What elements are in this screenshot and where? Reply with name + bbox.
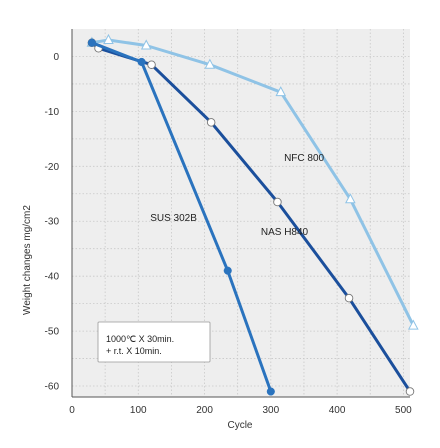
x-tick-label: 100 — [130, 405, 147, 416]
y-axis-label: Weight changes mg/cm2 — [22, 205, 33, 315]
y-tick-label: -60 — [45, 382, 60, 393]
data-point-sus-302b — [266, 387, 275, 396]
data-point-nas-h840 — [273, 197, 282, 207]
data-point-nfc-800 — [140, 39, 152, 50]
series-sus-302b: SUS 302B — [87, 38, 275, 396]
x-tick-label: 0 — [69, 405, 75, 416]
x-tick-label: 300 — [262, 405, 279, 416]
y-tick-label: -50 — [45, 327, 60, 338]
data-point-nfc-800 — [275, 86, 287, 97]
data-point-sus-302b — [87, 38, 96, 47]
x-tick-labels: 0 100 200 300 400 500 — [69, 405, 412, 416]
series-group: NFC 800 NAS H840 SUS 302B — [86, 33, 419, 396]
series-label-sus-302b: SUS 302B — [150, 213, 197, 224]
series-line-sus-302b — [91, 41, 273, 393]
y-tick-label: -20 — [45, 162, 60, 173]
x-tick-label: 500 — [395, 405, 412, 416]
note-line-2: + r.t. X 10min. — [106, 346, 162, 356]
data-point-nas-h840 — [344, 293, 354, 303]
data-point-nfc-800 — [407, 319, 419, 330]
note-line-1: 1000℃ X 30min. — [106, 334, 174, 344]
axes — [71, 29, 410, 398]
data-point-nfc-800 — [345, 193, 356, 204]
y-tick-label: -40 — [45, 272, 60, 283]
data-point-nfc-800 — [204, 58, 216, 69]
data-point-nas-h840 — [405, 387, 415, 396]
series-label-nas-h840: NAS H840 — [261, 227, 309, 238]
data-point-sus-302b — [137, 57, 146, 67]
y-tick-labels: 0 -10 -20 -30 -40 -50 -60 — [45, 52, 60, 393]
x-axis-label: Cycle — [227, 420, 252, 431]
conditions-note-box: 1000℃ X 30min. + r.t. X 10min. — [97, 321, 211, 363]
series-nfc-800: NFC 800 — [86, 33, 419, 330]
data-point-nfc-800 — [103, 33, 114, 44]
data-point-nas-h840 — [206, 118, 216, 127]
y-tick-label: -30 — [45, 217, 60, 228]
y-tick-label: 0 — [53, 52, 59, 63]
x-tick-label: 400 — [329, 405, 346, 416]
data-point-nas-h840 — [147, 60, 156, 69]
data-point-sus-302b — [223, 266, 232, 275]
y-tick-label: -10 — [45, 107, 60, 118]
x-tick-label: 200 — [196, 405, 213, 416]
series-label-nfc-800: NFC 800 — [284, 153, 324, 164]
